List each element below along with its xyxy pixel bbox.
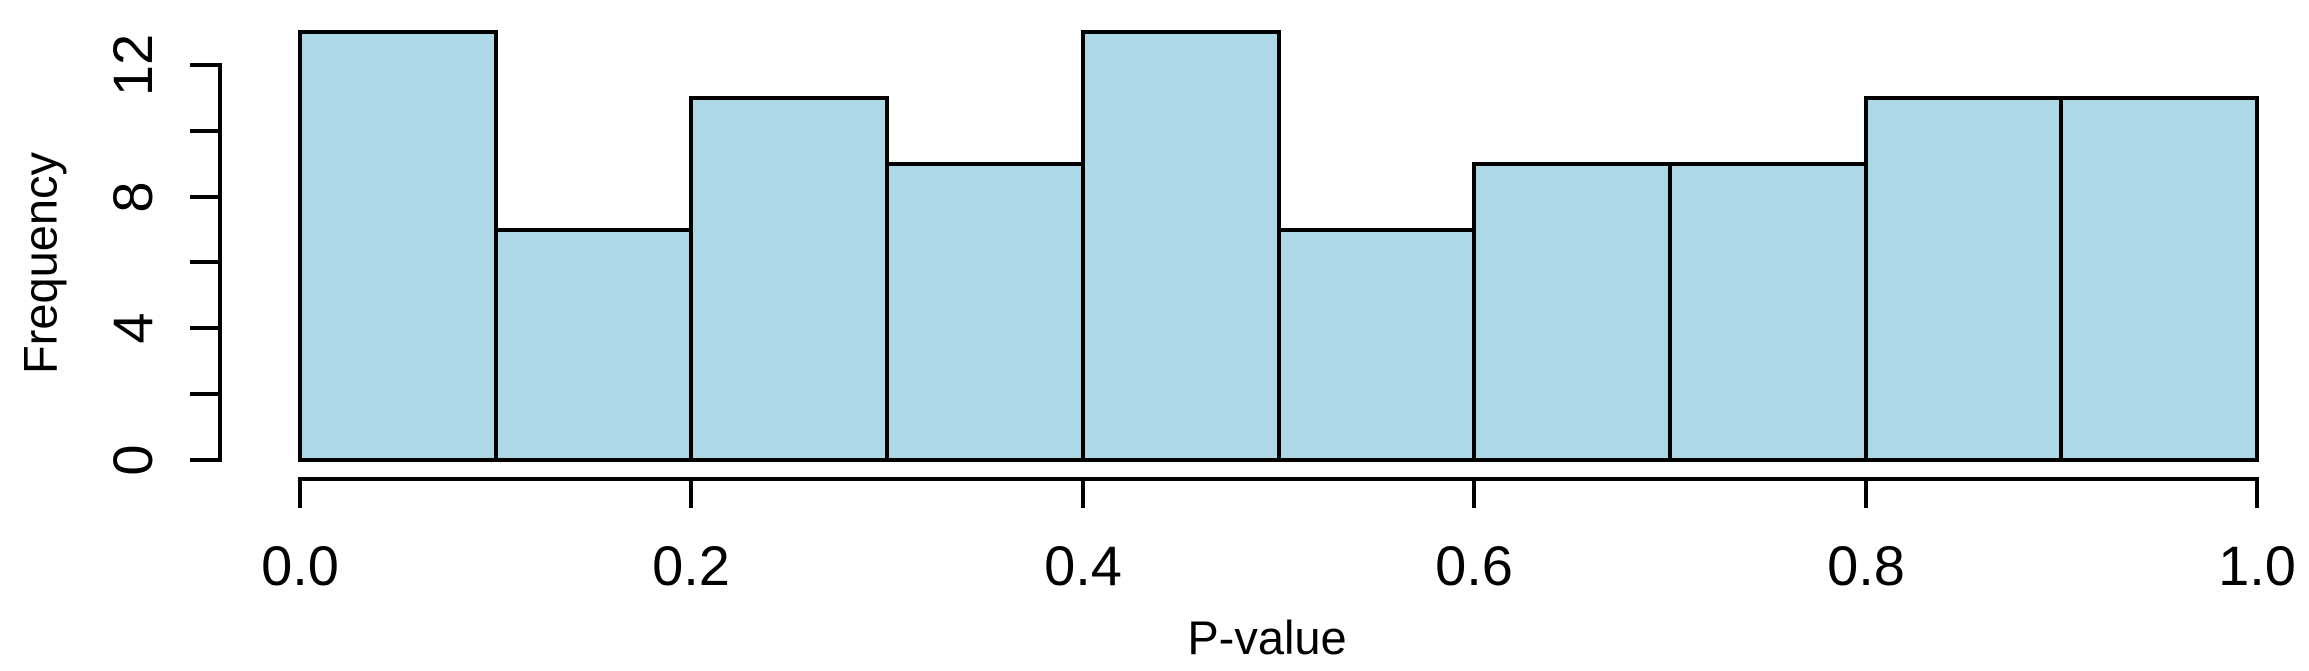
x-axis-title: P-value (1187, 611, 1347, 664)
histogram-bar (2059, 96, 2259, 462)
y-tick-label: 8 (101, 181, 164, 213)
y-tick-label: 0 (101, 444, 164, 476)
x-tick (689, 477, 693, 508)
y-axis-title: Frequency (13, 151, 67, 375)
histogram-bar (1472, 162, 1672, 462)
x-tick (298, 477, 302, 508)
y-tick (190, 392, 218, 396)
y-tick (190, 63, 218, 67)
histogram-bar (1081, 30, 1281, 462)
x-axis-line (298, 477, 2259, 481)
histogram-bar (1864, 96, 2063, 462)
y-tick (190, 260, 218, 264)
histogram-bar (1668, 162, 1868, 462)
x-tick (2255, 477, 2259, 508)
x-tick-label: 1.0 (2218, 534, 2296, 597)
y-axis-line (218, 63, 222, 462)
x-tick-label: 0.4 (1044, 534, 1122, 597)
y-tick (190, 195, 218, 199)
y-tick (190, 129, 218, 133)
x-tick-label: 0.0 (261, 534, 339, 597)
y-tick (190, 326, 218, 330)
histogram-bar (689, 96, 889, 462)
x-tick (1864, 477, 1868, 508)
x-tick-label: 0.8 (1827, 534, 1905, 597)
histogram-bar (494, 228, 693, 462)
x-tick-label: 0.6 (1435, 534, 1513, 597)
x-tick (1472, 477, 1476, 508)
y-tick-label: 4 (101, 312, 164, 344)
x-tick (1081, 477, 1085, 508)
y-tick (190, 458, 218, 462)
x-tick-label: 0.2 (652, 534, 730, 597)
y-tick-label: 12 (101, 33, 164, 97)
histogram-bar (885, 162, 1085, 462)
histogram-bar (298, 30, 498, 462)
histogram-bar (1277, 228, 1476, 462)
